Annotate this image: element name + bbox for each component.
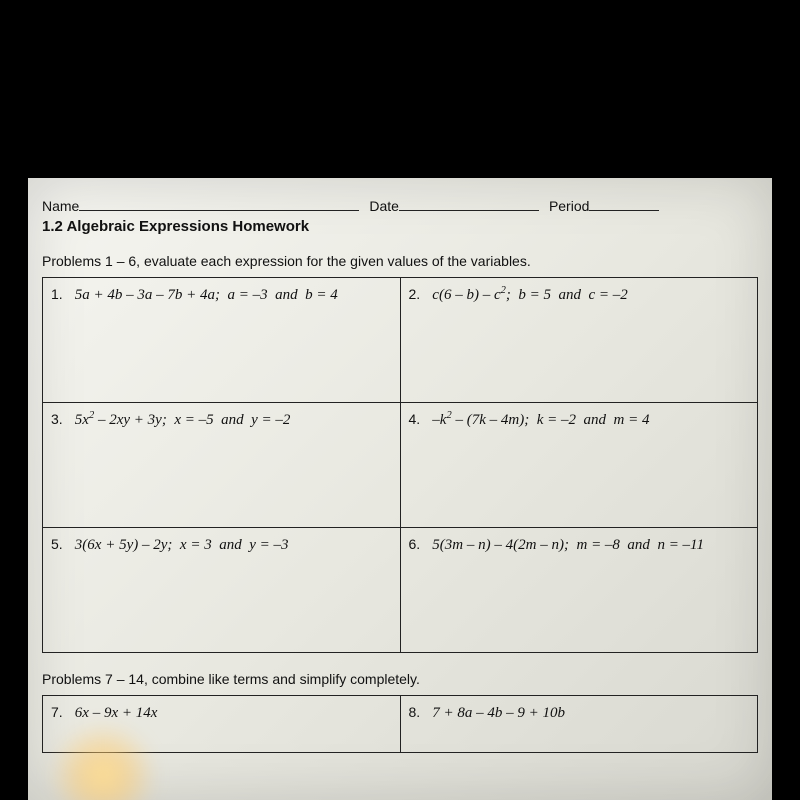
table-row: 5. 3(6x + 5y) – 2y; x = 3 and y = –3 6. … — [43, 528, 758, 653]
problem-cell-2: 2. c(6 – b) – c2; b = 5 and c = –2 — [400, 278, 758, 403]
problem-number: 1. — [51, 286, 67, 302]
worksheet-title: 1.2 Algebraic Expressions Homework — [42, 218, 758, 235]
problem-expression: 5x2 – 2xy + 3y; x = –5 and y = –2 — [75, 412, 291, 428]
problem-cell-8: 8. 7 + 8a – 4b – 9 + 10b — [400, 696, 758, 753]
section2-instructions: Problems 7 – 14, combine like terms and … — [42, 671, 758, 687]
problem-cell-4: 4. –k2 – (7k – 4m); k = –2 and m = 4 — [400, 403, 758, 528]
name-blank-line — [79, 196, 359, 211]
problem-cell-5: 5. 3(6x + 5y) – 2y; x = 3 and y = –3 — [43, 528, 401, 653]
table-row: 7. 6x – 9x + 14x 8. 7 + 8a – 4b – 9 + 10… — [43, 696, 758, 753]
problem-number: 2. — [409, 286, 425, 302]
problem-number: 3. — [51, 411, 67, 427]
problem-cell-7: 7. 6x – 9x + 14x — [43, 696, 401, 753]
problem-number: 7. — [51, 704, 67, 720]
problem-expression: 6x – 9x + 14x — [75, 705, 158, 721]
problem-cell-1: 1. 5a + 4b – 3a – 7b + 4a; a = –3 and b … — [43, 278, 401, 403]
problems-table-2: 7. 6x – 9x + 14x 8. 7 + 8a – 4b – 9 + 10… — [42, 695, 758, 753]
date-blank-line — [399, 196, 539, 211]
problem-expression: 5(3m – n) – 4(2m – n); m = –8 and n = –1… — [432, 537, 704, 553]
table-row: 1. 5a + 4b – 3a – 7b + 4a; a = –3 and b … — [43, 278, 758, 403]
problem-number: 5. — [51, 536, 67, 552]
problem-expression: –k2 – (7k – 4m); k = –2 and m = 4 — [432, 412, 649, 428]
problem-expression: 5a + 4b – 3a – 7b + 4a; a = –3 and b = 4 — [75, 287, 338, 303]
section1-instructions: Problems 1 – 6, evaluate each expression… — [42, 253, 758, 269]
worksheet-screen: Name Date Period 1.2 Algebraic Expressio… — [28, 178, 772, 800]
problem-expression: 3(6x + 5y) – 2y; x = 3 and y = –3 — [75, 537, 289, 553]
problem-cell-6: 6. 5(3m – n) – 4(2m – n); m = –8 and n =… — [400, 528, 758, 653]
problem-number: 8. — [409, 704, 425, 720]
date-label: Date — [369, 198, 399, 214]
table-row: 3. 5x2 – 2xy + 3y; x = –5 and y = –2 4. … — [43, 403, 758, 528]
problems-table-1: 1. 5a + 4b – 3a – 7b + 4a; a = –3 and b … — [42, 277, 758, 653]
problem-cell-3: 3. 5x2 – 2xy + 3y; x = –5 and y = –2 — [43, 403, 401, 528]
problem-number: 6. — [409, 536, 425, 552]
period-label: Period — [549, 198, 589, 214]
worksheet-page: Name Date Period 1.2 Algebraic Expressio… — [28, 178, 772, 753]
problem-expression: 7 + 8a – 4b – 9 + 10b — [432, 705, 565, 721]
problem-number: 4. — [409, 411, 425, 427]
name-label: Name — [42, 198, 79, 214]
problem-expression: c(6 – b) – c2; b = 5 and c = –2 — [432, 287, 628, 303]
period-blank-line — [589, 196, 659, 211]
header-row: Name Date Period — [42, 196, 758, 214]
